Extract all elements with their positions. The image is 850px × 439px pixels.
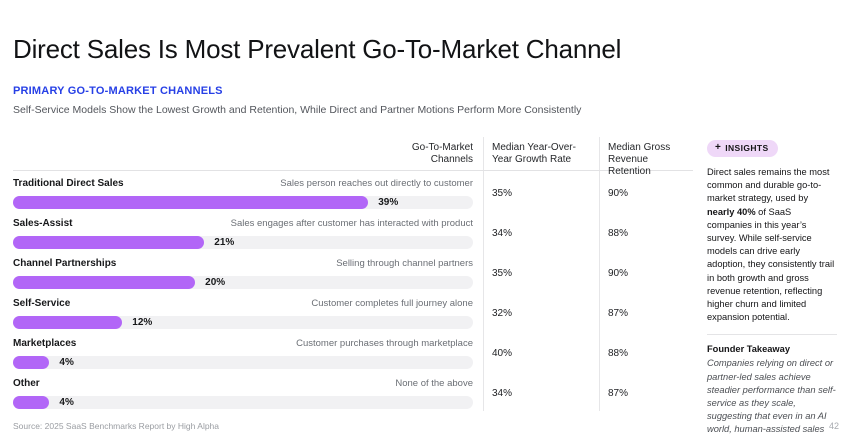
table-row: Channel Partnerships Selling through cha… — [13, 251, 693, 291]
channel-cell: Other None of the above 4% — [13, 371, 483, 411]
growth-value: 34% — [483, 211, 599, 251]
retention-value: 87% — [599, 371, 693, 411]
channel-cell: Sales-Assist Sales engages after custome… — [13, 211, 483, 251]
bar-fill — [13, 316, 123, 329]
insights-highlight: nearly 40% — [707, 206, 756, 217]
bar-fill — [13, 236, 205, 249]
insights-badge: + INSIGHTS — [707, 140, 778, 157]
footer: Source: 2025 SaaS Benchmarks Report by H… — [13, 421, 839, 431]
bar-value-label: 12% — [132, 317, 153, 328]
retention-value: 88% — [599, 211, 693, 251]
table-row: Self-Service Customer completes full jou… — [13, 291, 693, 331]
growth-value: 32% — [483, 291, 599, 331]
bar-track: 20% — [13, 276, 473, 289]
insights-paragraph: Direct sales remains the most common and… — [707, 167, 835, 323]
channel-description: Sales engages after customer has interac… — [230, 218, 473, 229]
channel-description: Customer completes full journey alone — [311, 298, 473, 309]
channel-label: Other — [13, 378, 40, 389]
table-header-row: Go-To-Market Channels Median Year-Over-Y… — [13, 137, 693, 177]
insights-divider — [707, 334, 837, 336]
table-row: Traditional Direct Sales Sales person re… — [13, 171, 693, 211]
bar-value-label: 39% — [378, 197, 399, 208]
retention-value: 88% — [599, 331, 693, 371]
retention-value: 90% — [599, 251, 693, 291]
channels-table: Go-To-Market Channels Median Year-Over-Y… — [13, 137, 693, 439]
channel-label: Traditional Direct Sales — [13, 178, 124, 189]
channel-label: Marketplaces — [13, 338, 77, 349]
growth-value: 35% — [483, 171, 599, 211]
column-header-growth-rate: Median Year-Over-Year Growth Rate — [483, 137, 599, 170]
main-content: Go-To-Market Channels Median Year-Over-Y… — [13, 137, 837, 439]
growth-value: 35% — [483, 251, 599, 291]
bar-value-label: 4% — [59, 397, 74, 408]
bar-fill — [13, 396, 50, 409]
founder-takeaway-title: Founder Takeaway — [707, 344, 791, 355]
bar-fill — [13, 196, 369, 209]
channel-cell: Channel Partnerships Selling through cha… — [13, 251, 483, 291]
channel-cell: Marketplaces Customer purchases through … — [13, 331, 483, 371]
bar-track: 4% — [13, 356, 473, 369]
bar-fill — [13, 276, 196, 289]
insights-panel: + INSIGHTS Direct sales remains the most… — [707, 137, 837, 439]
chart-rows: Traditional Direct Sales Sales person re… — [13, 171, 693, 411]
channel-description: None of the above — [395, 378, 473, 389]
founder-takeaway-text: Companies relying on direct or partner-l… — [707, 358, 836, 439]
bar-track: 4% — [13, 396, 473, 409]
source-note: Source: 2025 SaaS Benchmarks Report by H… — [13, 421, 220, 431]
retention-value: 87% — [599, 291, 693, 331]
bar-fill — [13, 356, 50, 369]
channel-description: Sales person reaches out directly to cus… — [280, 178, 473, 189]
growth-value: 34% — [483, 371, 599, 411]
page-number: 42 — [828, 421, 839, 431]
channel-label: Self-Service — [13, 298, 71, 309]
table-row: Other None of the above 4% 34% 87% — [13, 371, 693, 411]
channel-description: Selling through channel partners — [336, 258, 473, 269]
column-header-channels: Go-To-Market Channels — [411, 142, 473, 165]
section-subtitle: Self-Service Models Show the Lowest Grow… — [13, 104, 582, 116]
growth-value: 40% — [483, 331, 599, 371]
section-eyebrow: PRIMARY GO-TO-MARKET CHANNELS — [13, 85, 223, 97]
bar-value-label: 4% — [59, 357, 74, 368]
table-row: Marketplaces Customer purchases through … — [13, 331, 693, 371]
channel-label: Channel Partnerships — [13, 258, 117, 269]
bar-track: 21% — [13, 236, 473, 249]
column-header-revenue-retention: Median Gross Revenue Retention — [599, 137, 693, 177]
channel-cell: Self-Service Customer completes full jou… — [13, 291, 483, 331]
bar-track: 39% — [13, 196, 473, 209]
channel-description: Customer purchases through marketplace — [296, 338, 473, 349]
bar-value-label: 21% — [214, 237, 235, 248]
bar-track: 12% — [13, 316, 473, 329]
channel-label: Sales-Assist — [13, 218, 73, 229]
header-block: Direct Sales Is Most Prevalent Go-To-Mar… — [0, 0, 850, 116]
page-title: Direct Sales Is Most Prevalent Go-To-Mar… — [13, 34, 622, 64]
table-row: Sales-Assist Sales engages after custome… — [13, 211, 693, 251]
plus-icon: + — [715, 142, 722, 153]
insights-badge-label: INSIGHTS — [725, 143, 769, 153]
channel-cell: Traditional Direct Sales Sales person re… — [13, 171, 483, 211]
retention-value: 90% — [599, 171, 693, 211]
bar-value-label: 20% — [205, 277, 226, 288]
